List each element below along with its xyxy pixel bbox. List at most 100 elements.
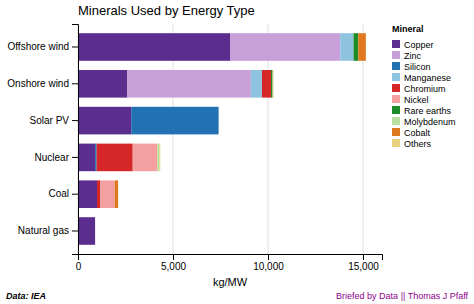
bar-segment	[95, 217, 96, 245]
bar-segment	[95, 217, 96, 245]
legend-swatch	[392, 106, 400, 114]
legend-swatch	[392, 84, 400, 92]
bar-segment	[272, 70, 273, 98]
axis-domain	[79, 255, 383, 261]
bar-segment	[95, 217, 96, 245]
bar-segment	[118, 180, 119, 208]
bar-segment	[95, 144, 97, 172]
category-tick-mark	[72, 47, 78, 48]
legend-item: Others	[392, 139, 432, 149]
category-tick: Onshore wind	[7, 78, 78, 89]
bar-segment	[115, 180, 118, 208]
category-label: Coal	[48, 188, 69, 199]
legend-swatch	[392, 51, 400, 59]
legend-label: Manganese	[404, 73, 451, 83]
bar-segment	[218, 107, 219, 135]
tick: 0	[76, 254, 82, 272]
footer-note: Briefed by Data || Thomas J Pfaff	[336, 291, 468, 301]
tick-mark	[173, 254, 174, 260]
bar-segment	[133, 144, 158, 172]
legend-label: Nickel	[404, 95, 429, 105]
bar-segment	[78, 144, 95, 172]
tick-mark	[363, 254, 364, 260]
category-tick: Natural gas	[18, 225, 78, 236]
legend-item: Molybdenum	[392, 117, 456, 127]
legend-title: Mineral	[392, 24, 424, 34]
bar-series	[271, 33, 358, 97]
legend-item: Cobalt	[392, 128, 431, 138]
bar-segment	[230, 33, 340, 61]
value-axis: 0 5,000 10,000 15,000	[76, 254, 383, 272]
bar-segment	[272, 70, 273, 98]
bar-segment	[97, 144, 133, 172]
bar-segment	[365, 33, 366, 61]
legend-item: Rare earths	[392, 106, 452, 116]
chart-title: Minerals Used by Energy Type	[78, 3, 255, 18]
bar-segment	[218, 107, 219, 135]
tick-label: 15,000	[348, 261, 379, 272]
category-label: Solar PV	[30, 115, 70, 126]
legend-label: Chromium	[404, 84, 446, 94]
bar-segment	[95, 217, 96, 245]
bar-segment	[95, 217, 96, 245]
bar-segment	[271, 70, 273, 98]
legend: MineralCopperZincSiliconManganeseChromiu…	[392, 24, 456, 149]
category-tick-mark	[72, 194, 78, 195]
bar-segment	[358, 33, 366, 61]
bar-segment	[218, 107, 219, 135]
bar-segment	[157, 144, 159, 172]
category-label: Natural gas	[18, 225, 69, 236]
axis-title: kg/MW	[213, 276, 248, 288]
category-tick: Solar PV	[30, 115, 78, 126]
category-tick: Coal	[48, 188, 78, 199]
legend-item: Nickel	[392, 95, 429, 105]
legend-item: Silicon	[392, 62, 431, 72]
bar-segment	[218, 107, 219, 135]
bar-series	[78, 33, 230, 245]
bar-segment	[159, 144, 160, 172]
bar-segment	[131, 107, 218, 135]
tick-label: 5,000	[161, 261, 186, 272]
category-axis: Natural gas Coal Nuclear Solar PV Onshore wi…	[7, 25, 78, 255]
bar-series	[115, 33, 366, 208]
chart-container: 0 5,000 10,000 15,000 Natural gas Coal Nuclear…	[0, 0, 474, 304]
bar-segment	[97, 180, 100, 208]
legend-label: Cobalt	[404, 128, 431, 138]
tick: 10,000	[253, 254, 284, 272]
bar-segment	[127, 70, 250, 98]
tick: 5,000	[161, 254, 186, 272]
footer-note: Data: IEA	[6, 291, 46, 301]
bar-segment	[78, 70, 127, 98]
tick-label: 0	[76, 261, 82, 272]
grid	[78, 24, 363, 254]
bar-series	[127, 33, 340, 97]
legend-swatch	[392, 139, 400, 147]
bar-segment	[100, 180, 114, 208]
legend-swatch	[392, 73, 400, 81]
category-tick-mark	[72, 157, 78, 158]
bar-segment	[159, 144, 161, 172]
tick-mark	[268, 254, 269, 260]
category-tick: Nuclear	[35, 152, 78, 163]
bar-series	[157, 144, 159, 172]
bar-segment	[95, 217, 96, 245]
bar-segment	[218, 107, 219, 135]
bar-segment	[218, 107, 219, 135]
plot-area: 0 5,000 10,000 15,000 Natural gas Coal Nuclear…	[7, 24, 382, 272]
bar-series	[95, 107, 219, 171]
bar-segment	[272, 70, 274, 98]
category-tick-mark	[72, 120, 78, 121]
bar-segment	[78, 180, 97, 208]
category-label: Onshore wind	[7, 78, 69, 89]
bar-series	[159, 70, 273, 171]
legend-swatch	[392, 40, 400, 48]
legend-label: Molybdenum	[404, 117, 456, 127]
category-tick: Offshore wind	[7, 41, 78, 52]
bars	[78, 33, 366, 245]
bar-segment	[78, 217, 95, 245]
category-label: Offshore wind	[7, 41, 69, 52]
tick-label: 10,000	[253, 261, 284, 272]
bar-series	[100, 144, 157, 208]
bar-segment	[95, 217, 96, 245]
bar-segment	[95, 217, 96, 245]
